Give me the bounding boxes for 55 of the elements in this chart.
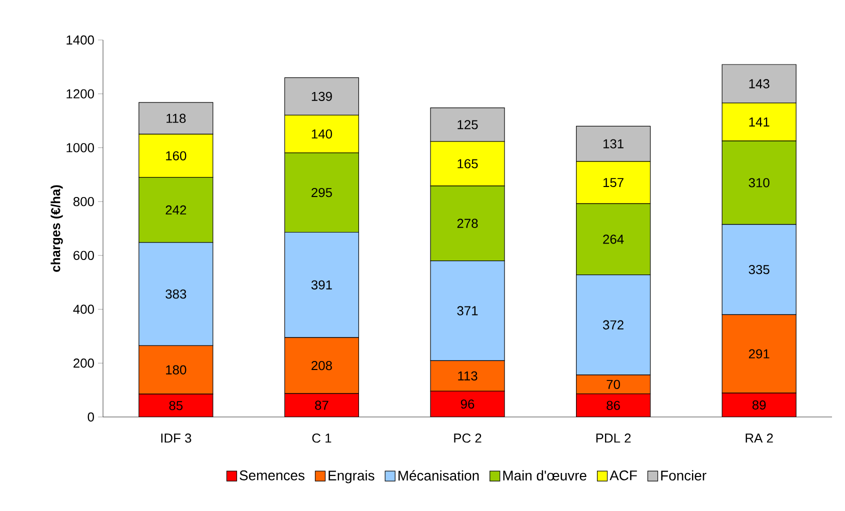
data-label: 291: [748, 349, 770, 358]
data-label: 310: [748, 178, 770, 188]
y-tick-label: 200: [74, 358, 94, 368]
data-label: 335: [748, 264, 770, 274]
data-label: 86: [606, 400, 620, 410]
data-label: 160: [166, 151, 186, 160]
data-label: 143: [749, 79, 770, 88]
bar: [430, 391, 505, 417]
x-tick-label: PC 2: [454, 434, 482, 443]
legend-label: Semences: [240, 470, 304, 480]
bar: [576, 394, 650, 417]
bar: [138, 394, 213, 417]
bar: [284, 394, 359, 417]
x-tick-label: PDL 2: [596, 434, 631, 443]
data-label: 139: [312, 92, 332, 101]
data-label: 383: [166, 289, 186, 299]
x-tick-label: IDF 3: [161, 434, 192, 443]
data-label: 371: [457, 306, 478, 316]
legend-label: Foncier: [661, 470, 706, 481]
legend-label: Main d'œuvre: [503, 470, 586, 481]
y-tick-label: 1000: [66, 143, 94, 152]
legend-label: Engrais: [328, 470, 374, 484]
data-label: 87: [315, 400, 328, 410]
x-tick-label: C 1: [312, 434, 332, 443]
data-label: 372: [603, 320, 624, 330]
data-label: 96: [460, 399, 474, 409]
data-label: 165: [458, 159, 478, 168]
y-tick-label: 1400: [66, 35, 94, 45]
data-label: 180: [166, 365, 186, 374]
data-label: 113: [458, 371, 478, 380]
data-label: 85: [169, 400, 183, 410]
data-label: 208: [312, 360, 332, 370]
y-tick-label: 600: [74, 250, 94, 260]
data-label: 140: [312, 129, 332, 139]
bar: [722, 392, 796, 417]
data-label: 295: [312, 188, 332, 198]
y-tick-label: 400: [73, 304, 94, 314]
y-axis-title: charges (€/ha): [50, 185, 63, 272]
data-label: 242: [166, 205, 186, 214]
data-label: 131: [603, 139, 624, 148]
x-tick-label: RA 2: [746, 434, 773, 443]
data-label: 157: [603, 178, 624, 188]
data-label: 391: [311, 280, 332, 290]
y-tick-label: 800: [73, 196, 94, 206]
y-tick-label: 1200: [66, 89, 94, 98]
data-label: 278: [457, 218, 478, 228]
legend-label: Mécanisation: [398, 470, 479, 481]
data-label: 125: [458, 120, 478, 130]
data-label: 70: [606, 380, 620, 389]
legend-label: ACF: [610, 470, 637, 480]
data-label: 141: [749, 118, 770, 126]
y-tick-label: 0: [88, 412, 94, 422]
data-label: 89: [752, 400, 766, 410]
data-label: 118: [166, 114, 186, 123]
data-label: 264: [603, 234, 624, 244]
